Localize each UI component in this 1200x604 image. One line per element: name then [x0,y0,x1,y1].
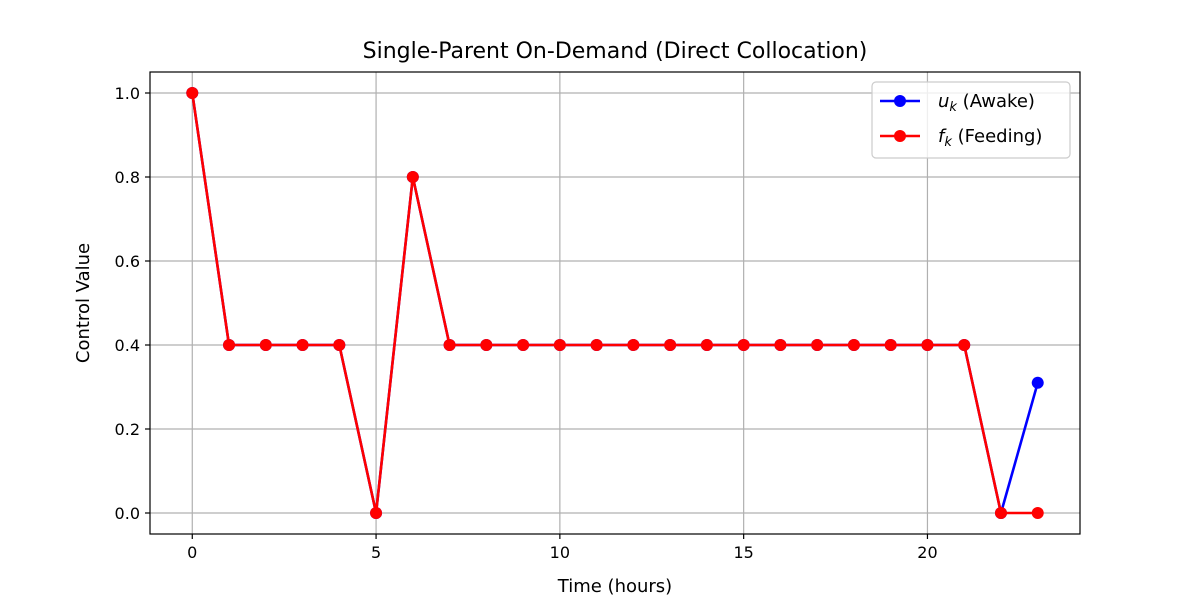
legend-marker-2 [894,130,906,142]
series-2-point [664,339,677,351]
x-axis-label: Time (hours) [557,576,672,597]
series-2-point [517,339,530,351]
legend-marker-1 [894,95,906,107]
series-1-point [1031,376,1044,389]
series-2-point [443,339,456,351]
series-2-point [1031,507,1044,519]
series-2-point [333,339,346,351]
y-tick-label: 0.8 [115,168,140,187]
y-tick-label: 0.2 [115,420,140,439]
x-tick-label: 5 [371,543,381,562]
chart-title: Single-Parent On-Demand (Direct Collocat… [363,39,868,64]
series-layer [186,87,1044,519]
y-tick-label: 1.0 [115,84,140,103]
series-2-point [958,339,971,351]
series-2-point [223,339,236,351]
ticks: 0 5 10 15 20 0.0 0.2 0.4 0.6 0.8 1.0 [115,84,938,562]
series-2-point [700,339,713,351]
x-tick-label: 10 [550,543,570,562]
legend-label-2: fk (Feeding) [938,126,1042,150]
y-axis-label: Control Value [73,243,94,363]
x-tick-label: 15 [733,543,753,562]
series-2-point [811,339,824,351]
series-2-point [884,339,897,351]
series-2-point [774,339,787,351]
legend: uk (Awake) fk (Feeding) [871,81,1071,159]
series-2-point [627,339,640,351]
x-tick-label: 0 [187,543,197,562]
series-2-point [186,87,199,99]
series-2-point [480,339,493,351]
series-2-point [737,339,750,351]
series-2-point [259,339,272,351]
y-tick-label: 0.4 [115,336,140,355]
series-2-point [590,339,603,351]
series-2-point [296,339,309,351]
y-tick-label: 0.6 [115,252,140,271]
x-tick-label: 20 [917,543,937,562]
legend-box [871,81,1071,159]
legend-label-1: uk (Awake) [938,91,1035,115]
series-line-2 [190,91,1040,515]
y-tick-label: 0.0 [115,504,140,523]
series-2-point [370,507,383,519]
series-2-point [921,339,934,351]
series-2-point [406,171,419,183]
series-2-point [553,339,566,351]
series-2-point [847,339,860,351]
plot-frame [149,71,1081,535]
series-2-point [994,507,1007,519]
